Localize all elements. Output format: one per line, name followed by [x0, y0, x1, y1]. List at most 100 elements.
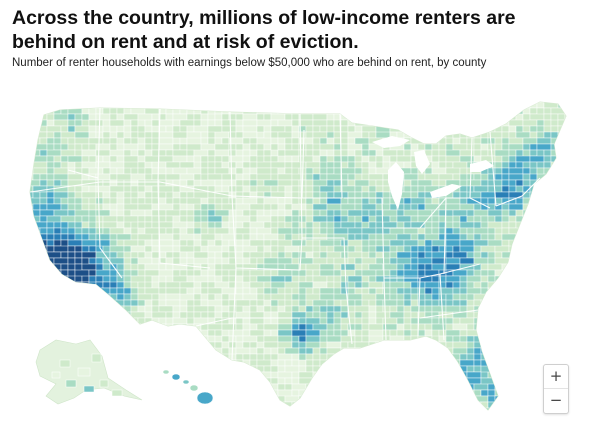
- county-cell[interactable]: [193, 149, 209, 157]
- county-cell[interactable]: [487, 383, 496, 391]
- county-cell[interactable]: [214, 203, 223, 211]
- county-cell[interactable]: [60, 143, 69, 151]
- county-cell[interactable]: [95, 203, 104, 211]
- county-cell[interactable]: [221, 293, 230, 301]
- county-cell[interactable]: [333, 311, 342, 319]
- county-cell[interactable]: [389, 329, 398, 337]
- county-cell[interactable]: [144, 269, 160, 277]
- county-cell[interactable]: [466, 191, 482, 199]
- county-cell[interactable]: [298, 347, 307, 355]
- county-cell[interactable]: [326, 335, 342, 343]
- county-cell[interactable]: [60, 131, 76, 139]
- county-cell[interactable]: [186, 179, 195, 187]
- county-cell[interactable]: [508, 185, 517, 193]
- county-cell[interactable]: [452, 251, 468, 259]
- county-cell[interactable]: [326, 161, 335, 169]
- county-cell[interactable]: [270, 293, 286, 301]
- county-cell[interactable]: [116, 167, 125, 175]
- county-cell[interactable]: [256, 161, 272, 169]
- county-cell[interactable]: [102, 137, 111, 145]
- county-cell[interactable]: [277, 353, 293, 361]
- county-cell[interactable]: [340, 269, 356, 277]
- county-cell[interactable]: [263, 257, 279, 265]
- county-cell[interactable]: [270, 125, 286, 133]
- county-cell[interactable]: [543, 125, 552, 133]
- county-cell[interactable]: [137, 257, 153, 265]
- county-cell[interactable]: [361, 281, 370, 289]
- county-cell[interactable]: [263, 251, 272, 259]
- county-cell[interactable]: [193, 119, 202, 127]
- alaska-county-cell[interactable]: [51, 371, 61, 379]
- county-cell[interactable]: [452, 323, 468, 331]
- county-cell[interactable]: [263, 365, 272, 373]
- county-cell[interactable]: [305, 221, 314, 229]
- county-cell[interactable]: [459, 299, 468, 307]
- county-cell[interactable]: [270, 275, 286, 283]
- county-cell[interactable]: [424, 323, 433, 331]
- county-cell[interactable]: [130, 167, 139, 175]
- county-cell[interactable]: [249, 275, 258, 283]
- county-cell[interactable]: [214, 209, 230, 217]
- county-cell[interactable]: [291, 359, 300, 367]
- county-cell[interactable]: [32, 173, 41, 181]
- county-cell[interactable]: [221, 245, 230, 253]
- alaska-county-cell[interactable]: [65, 379, 77, 388]
- county-cell[interactable]: [403, 305, 412, 313]
- county-cell[interactable]: [109, 203, 118, 211]
- county-cell[interactable]: [263, 341, 279, 349]
- county-cell[interactable]: [172, 227, 181, 235]
- county-cell[interactable]: [319, 269, 335, 277]
- county-cell[interactable]: [319, 137, 328, 145]
- county-cell[interactable]: [193, 275, 209, 283]
- county-cell[interactable]: [67, 197, 76, 205]
- county-cell[interactable]: [242, 257, 251, 265]
- county-cell[interactable]: [207, 335, 216, 343]
- county-cell[interactable]: [74, 125, 90, 133]
- county-cell[interactable]: [221, 335, 230, 343]
- county-cell[interactable]: [102, 107, 111, 115]
- county-cell[interactable]: [340, 317, 356, 325]
- county-cell[interactable]: [277, 347, 286, 355]
- county-cell[interactable]: [319, 191, 328, 199]
- county-cell[interactable]: [389, 281, 405, 289]
- county-cell[interactable]: [431, 215, 440, 223]
- county-cell[interactable]: [368, 287, 377, 295]
- county-cell[interactable]: [186, 113, 195, 121]
- county-cell[interactable]: [207, 245, 223, 253]
- county-cell[interactable]: [522, 119, 538, 127]
- county-cell[interactable]: [473, 257, 489, 265]
- county-cell[interactable]: [368, 299, 377, 307]
- county-cell[interactable]: [60, 233, 69, 241]
- county-cell[interactable]: [368, 161, 377, 169]
- county-cell[interactable]: [60, 149, 76, 157]
- county-cell[interactable]: [235, 227, 251, 235]
- county-cell[interactable]: [291, 119, 300, 127]
- county-cell[interactable]: [438, 173, 454, 181]
- county-cell[interactable]: [116, 197, 125, 205]
- choropleth-map[interactable]: [0, 78, 600, 428]
- county-cell[interactable]: [298, 341, 307, 349]
- county-cell[interactable]: [298, 281, 314, 289]
- county-cell[interactable]: [410, 197, 426, 205]
- county-cell[interactable]: [228, 269, 237, 277]
- county-cell[interactable]: [410, 317, 419, 325]
- county-cell[interactable]: [291, 275, 300, 283]
- county-cell[interactable]: [109, 257, 125, 265]
- county-cell[interactable]: [319, 167, 328, 175]
- county-cell[interactable]: [424, 329, 433, 337]
- county-cell[interactable]: [235, 179, 244, 187]
- county-cell[interactable]: [270, 305, 279, 313]
- county-cell[interactable]: [361, 155, 370, 163]
- county-cell[interactable]: [102, 155, 111, 163]
- county-cell[interactable]: [305, 161, 321, 169]
- county-cell[interactable]: [557, 113, 566, 121]
- county-cell[interactable]: [179, 215, 188, 223]
- county-cell[interactable]: [46, 197, 55, 205]
- county-cell[interactable]: [529, 155, 545, 163]
- county-cell[interactable]: [249, 299, 258, 307]
- county-cell[interactable]: [403, 239, 419, 247]
- county-cell[interactable]: [298, 359, 307, 367]
- county-cell[interactable]: [333, 143, 342, 151]
- county-cell[interactable]: [529, 149, 538, 157]
- county-cell[interactable]: [319, 341, 328, 349]
